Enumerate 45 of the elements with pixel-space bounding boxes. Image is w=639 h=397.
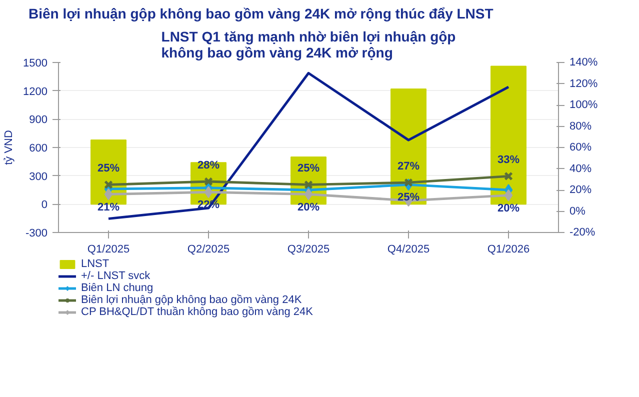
legend-label: Biên lợi nhuận gộp không bao gồm vàng 24K <box>81 294 302 306</box>
y2-tick-label: 120% <box>570 78 598 90</box>
bar <box>490 66 526 205</box>
point <box>404 178 413 187</box>
legend-label: Biên LN chung <box>81 282 154 294</box>
chart-title: Biên lợi nhuận gộp không bao gồm vàng 24K mở rộng thúc đẩy LNST <box>28 6 494 22</box>
y2-tick-label: -20% <box>570 226 596 238</box>
point <box>304 188 313 200</box>
y-tick-label: 600 <box>29 142 48 154</box>
legend-label: LNST <box>81 258 110 270</box>
data-label: 25% <box>297 162 320 175</box>
point <box>204 186 213 198</box>
data-label: 27% <box>397 160 420 173</box>
data-label: 20% <box>297 201 320 214</box>
y2-tick-label: 20% <box>570 184 592 196</box>
y-axis-title: tỷ VND <box>3 130 16 165</box>
y-tick-label: 900 <box>29 114 48 126</box>
point <box>504 189 513 202</box>
x-tick-label: Q2/2025 <box>187 244 230 256</box>
data-label: 33% <box>497 154 520 166</box>
y2-tick-label: 80% <box>570 120 592 132</box>
y-tick-label: 1200 <box>23 86 48 98</box>
y2-tick-label: 140% <box>570 56 598 68</box>
y2-tick-label: 100% <box>570 99 598 111</box>
legend-label: +/- LNST svck <box>81 270 150 282</box>
data-label: 28% <box>197 160 220 172</box>
y-tick-label: 0 <box>41 199 48 212</box>
x-tick-label: Q4/2025 <box>387 244 430 256</box>
point <box>204 177 213 186</box>
chart-subtitle: LNST Q1 tăng mạnh nhờ biên lợi nhuận gộp không bao gồm vàng 24K mở rộng <box>161 28 456 60</box>
y2-tick-label: 60% <box>570 142 592 154</box>
x-tick-label: Q3/2025 <box>287 244 330 256</box>
y2-tick-label: 0% <box>570 205 586 218</box>
point <box>304 180 313 190</box>
y-tick-label: -300 <box>25 228 48 240</box>
legend-label: CP BH&QL/DT thuần không bao gồm vàng 24K <box>81 306 313 318</box>
data-label: 21% <box>97 201 120 214</box>
data-label: 20% <box>497 202 520 214</box>
data-label: 25% <box>97 162 120 175</box>
point <box>104 188 113 200</box>
x-tick-label: Q1/2025 <box>87 244 130 256</box>
y-tick-label: 1500 <box>23 58 48 70</box>
x-tick-label: Q1/2026 <box>487 244 530 256</box>
y-tick-label: 300 <box>29 170 48 183</box>
y2-tick-label: 40% <box>570 162 592 175</box>
